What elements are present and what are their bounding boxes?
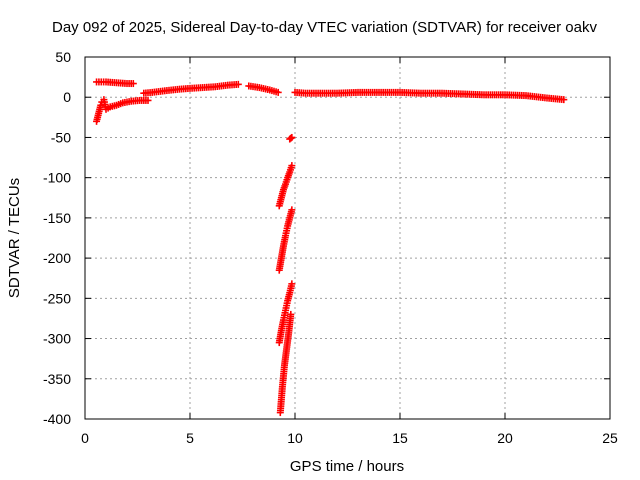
data-point [288,206,296,214]
y-tick-label: -350 [43,371,71,387]
y-tick-label: -100 [43,170,71,186]
data-point [129,80,137,88]
x-tick-label: 20 [497,430,513,446]
x-tick-label: 5 [186,430,194,446]
y-tick-label: -250 [43,290,71,306]
data-point [274,88,282,96]
y-tick-label: -300 [43,331,71,347]
data-point [144,96,152,104]
data-point [287,310,295,318]
y-tick-label: -50 [51,129,71,145]
x-tick-label: 10 [287,430,303,446]
y-tick-label: -200 [43,250,71,266]
data-point [287,134,295,142]
data-point [288,162,296,170]
chart-title: Day 092 of 2025, Sidereal Day-to-day VTE… [52,19,597,36]
x-axis-label: GPS time / hours [290,458,404,475]
x-tick-label: 25 [602,430,618,446]
plot-area [93,78,568,417]
y-tick-label: -400 [43,411,71,427]
ticks: 0 5 10 15 20 25 50 0 -50 -100 -150 -200 -250 -300 -350… [43,49,618,446]
y-tick-label: 50 [55,49,71,65]
x-tick-label: 15 [392,430,408,446]
plot-frame [84,56,611,420]
data-point [288,133,296,141]
y-axis-label: SDTVAR / TECUs [6,178,23,298]
data-point [97,101,105,109]
x-tick-label: 0 [81,430,89,446]
data-point [288,280,296,288]
y-tick-label: 0 [63,89,71,105]
data-point [234,80,242,88]
data-point [560,96,568,104]
grid [85,57,610,419]
y-tick-label: -150 [43,210,71,226]
